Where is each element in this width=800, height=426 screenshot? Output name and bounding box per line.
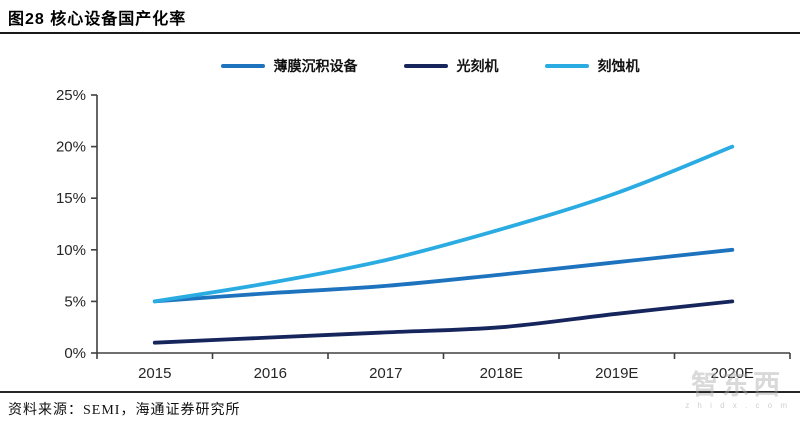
legend-line-swatch xyxy=(220,64,265,68)
y-axis-tick-label: 25% xyxy=(56,87,86,104)
legend-item: 光刻机 xyxy=(403,56,499,76)
figure-title: 图28 核心设备国产化率 xyxy=(8,11,187,28)
y-axis-tick-label: 10% xyxy=(56,242,86,259)
series-line-刻蚀机 xyxy=(152,144,735,304)
x-axis-tick-label: 2020E xyxy=(711,365,754,382)
legend-label: 薄膜沉积设备 xyxy=(273,58,358,74)
source-note: 资料来源：SEMI，海通证券研究所 xyxy=(8,403,241,418)
legend-line-swatch xyxy=(403,64,448,68)
x-axis-tick-label: 2019E xyxy=(595,365,638,382)
x-axis-tick-label: 2015 xyxy=(138,365,171,382)
y-axis-tick-label: 20% xyxy=(56,139,86,156)
legend-item: 薄膜沉积设备 xyxy=(220,56,358,76)
legend-label: 刻蚀机 xyxy=(597,58,640,74)
legend-line-swatch xyxy=(544,64,589,68)
x-axis-tick-label: 2018E xyxy=(480,365,523,382)
x-axis-tick-label: 2017 xyxy=(369,365,402,382)
x-axis-tick-label: 2016 xyxy=(254,365,287,382)
legend-item: 刻蚀机 xyxy=(544,56,640,76)
axis-lines xyxy=(96,95,790,354)
y-axis-tick-label: 15% xyxy=(56,190,86,207)
series-line-薄膜沉积设备 xyxy=(152,247,735,304)
series-line-光刻机 xyxy=(152,299,735,345)
y-axis-tick-label: 0% xyxy=(64,345,86,362)
legend-label: 光刻机 xyxy=(456,58,499,74)
y-axis-tick-label: 5% xyxy=(64,293,86,310)
title-divider xyxy=(0,32,800,34)
chart-legend: 薄膜沉积设备 光刻机 刻蚀机 xyxy=(70,56,790,76)
source-divider xyxy=(0,391,800,393)
